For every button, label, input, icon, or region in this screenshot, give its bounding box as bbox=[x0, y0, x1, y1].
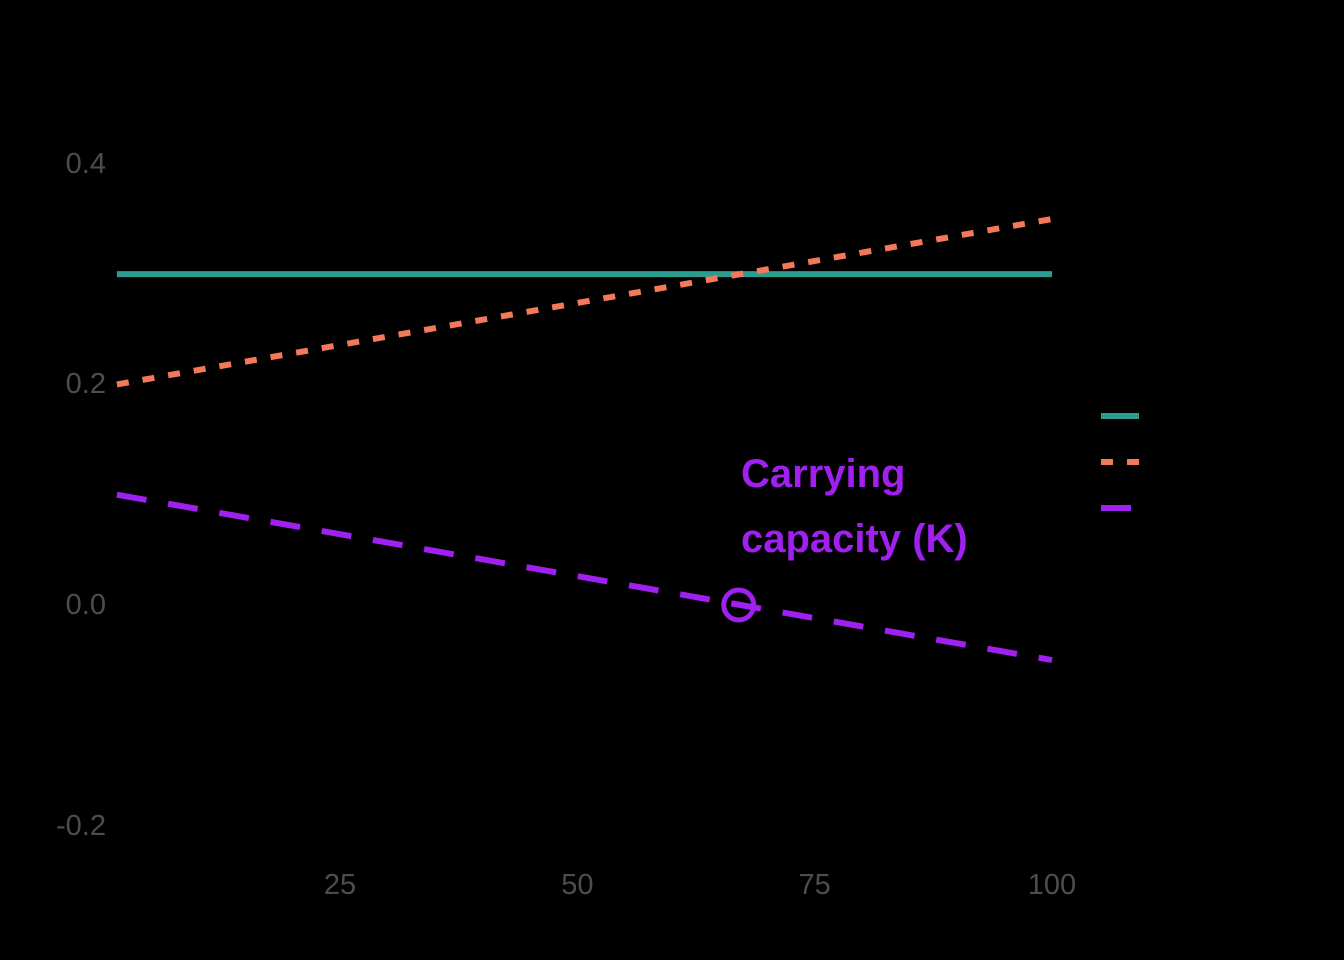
carrying-capacity-marker bbox=[721, 587, 757, 623]
x-tick-label-3: 100 bbox=[1027, 869, 1077, 901]
carrying-capacity-annotation: Carrying capacity (K) bbox=[741, 442, 968, 572]
x-tick-label-0: 25 bbox=[323, 869, 357, 901]
x-tick-label-2: 75 bbox=[798, 869, 831, 901]
annotation-text-line-1: Carrying bbox=[741, 452, 906, 496]
series-line-dashed-purple bbox=[116, 491, 1053, 664]
y-tick-label-2: 0.0 bbox=[65, 589, 106, 621]
x-tick-label-1: 50 bbox=[561, 869, 594, 901]
annotation-text-line-2: capacity (K) bbox=[741, 517, 968, 561]
y-tick-label-3: -0.2 bbox=[56, 809, 106, 842]
y-tick-label-1: 0.2 bbox=[65, 368, 106, 401]
series-line-dotted-salmon bbox=[116, 216, 1053, 388]
y-tick-label-0: 0.4 bbox=[65, 147, 106, 180]
